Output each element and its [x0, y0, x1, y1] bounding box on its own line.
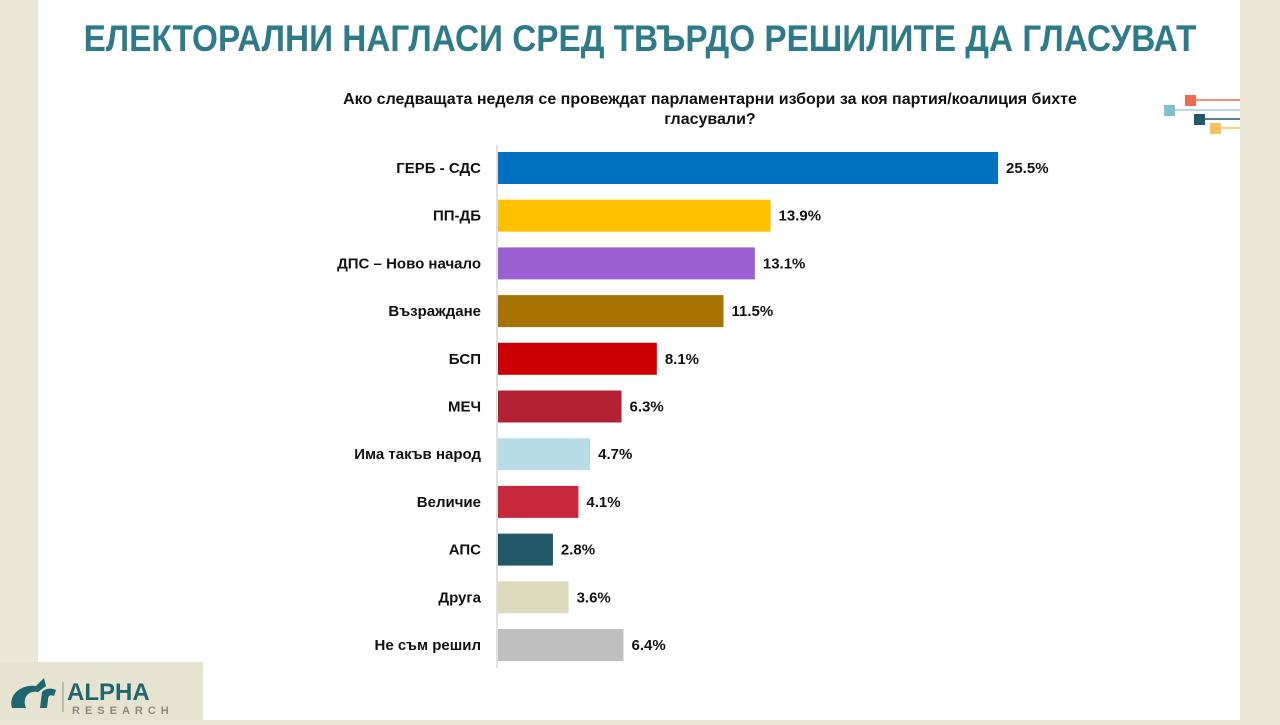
category-label: Има такъв народ [354, 446, 481, 463]
data-label: 4.1% [586, 494, 620, 511]
category-label: МЕЧ [448, 399, 481, 416]
data-label: 4.7% [598, 446, 632, 463]
bar [498, 295, 724, 328]
data-label: 2.8% [561, 542, 595, 559]
category-label: Възраждане [388, 303, 481, 320]
data-label: 13.1% [763, 255, 806, 272]
bar [498, 438, 591, 471]
category-label: ДПС – Ново начало [337, 255, 481, 272]
category-label: ГЕРБ - СДС [396, 160, 481, 177]
logo: ALPHA RESEARCH [0, 662, 203, 720]
bar [498, 342, 657, 375]
bar [498, 199, 771, 232]
data-label: 8.1% [665, 351, 699, 368]
category-label: Друга [438, 589, 481, 606]
category-label: Не съм решил [375, 637, 481, 654]
logo-text: ALPHA [67, 679, 150, 706]
page-title: ЕЛЕКТОРАЛНИ НАГЛАСИ СРЕД ТВЪРДО РЕШИЛИТЕ… [83, 18, 1197, 59]
data-label: 6.4% [631, 637, 665, 654]
bar [498, 533, 553, 566]
category-label: ПП-ДБ [433, 208, 481, 225]
bar [498, 485, 579, 518]
chart-question: Ако следващата неделя се провеждат парла… [343, 91, 1077, 128]
data-label: 6.3% [630, 399, 664, 416]
bar [498, 581, 569, 614]
data-label: 25.5% [1006, 160, 1049, 177]
category-label: Величие [417, 494, 481, 511]
bar [498, 390, 622, 423]
bar [498, 152, 998, 184]
category-label: БСП [449, 351, 481, 368]
data-label: 13.9% [779, 208, 822, 225]
data-label: 3.6% [577, 589, 611, 606]
decorative-squares [1164, 95, 1240, 134]
logo-subtext: RESEARCH [72, 705, 174, 717]
bar [498, 629, 624, 661]
category-label: АПС [449, 542, 481, 559]
data-label: 11.5% [731, 303, 773, 320]
bar [498, 247, 755, 280]
